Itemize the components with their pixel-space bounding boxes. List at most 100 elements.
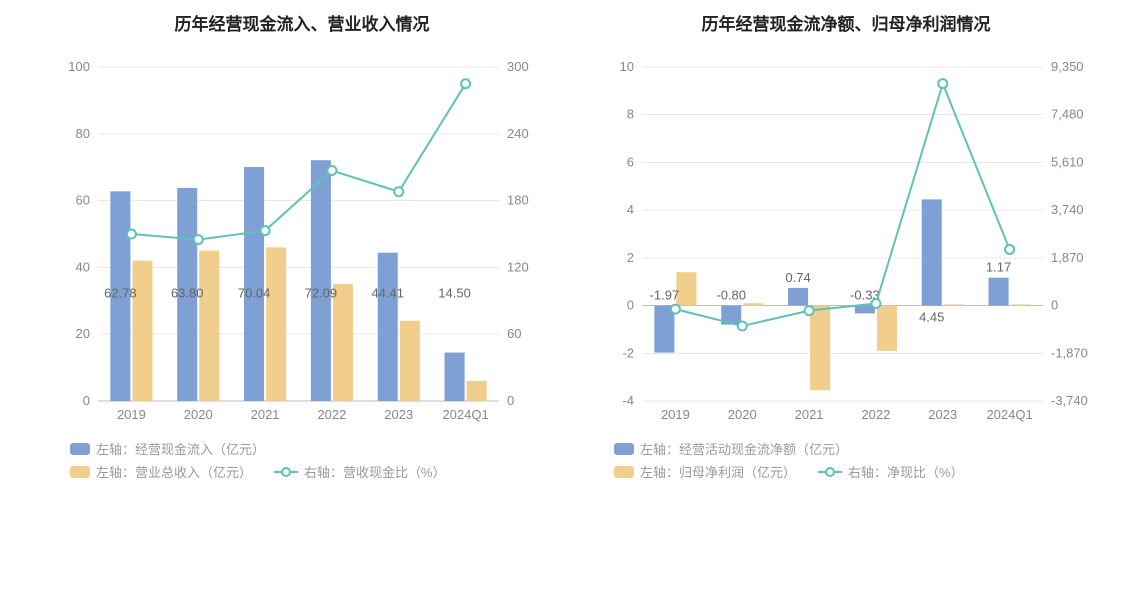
bar-label: 0.74 [785, 270, 810, 285]
bar-series1 [244, 167, 264, 401]
legend-text: 左轴：经营现金流入（亿元） [96, 439, 265, 458]
legend-item: 右轴：净现比（%） [818, 462, 964, 481]
xtick: 2024Q1 [442, 407, 488, 422]
ytick-left: 100 [68, 59, 90, 74]
ytick-left: 6 [627, 154, 634, 169]
legend-swatch-line [274, 466, 298, 478]
bar-label: -1.97 [650, 288, 680, 303]
bar-label: 4.45 [919, 310, 944, 325]
ytick-right: 3,740 [1051, 202, 1084, 217]
xtick: 2022 [861, 407, 890, 422]
line-marker [938, 79, 947, 88]
bar-series1 [311, 160, 331, 401]
ytick-right: 0 [507, 393, 514, 408]
bar-series1 [989, 278, 1009, 306]
xtick: 2021 [795, 407, 824, 422]
bar-series2 [199, 251, 219, 401]
bar-series2 [1011, 304, 1031, 305]
xtick: 2021 [251, 407, 280, 422]
ytick-right: 1,870 [1051, 250, 1084, 265]
ytick-left: 0 [83, 393, 90, 408]
ytick-left: -2 [622, 345, 634, 360]
line-marker [461, 79, 470, 88]
legend-swatch-bar [70, 466, 90, 478]
xtick: 2020 [728, 407, 757, 422]
bar-series2 [676, 272, 696, 305]
legend-text: 右轴：营收现金比（%） [304, 462, 446, 481]
legend-item: 左轴：营业总收入（亿元） [70, 462, 252, 481]
xtick: 2024Q1 [986, 407, 1032, 422]
xtick: 2020 [184, 407, 213, 422]
legend-swatch-bar [614, 466, 634, 478]
ytick-left: 60 [76, 193, 90, 208]
bar-label: 62.78 [104, 285, 137, 300]
bar-label: 63.80 [171, 285, 204, 300]
ytick-right: 9,350 [1051, 59, 1084, 74]
bar-series2 [132, 261, 152, 401]
legend-text: 左轴：归母净利润（亿元） [640, 462, 796, 481]
ytick-right: 7,480 [1051, 107, 1084, 122]
legend-swatch-line [818, 466, 842, 478]
legend-item: 左轴：经营现金流入（亿元） [70, 439, 265, 458]
bar-label: 14.50 [438, 285, 471, 300]
bar-series2 [944, 304, 964, 305]
ytick-left: 8 [627, 107, 634, 122]
line-marker [671, 305, 680, 314]
legend-text: 右轴：净现比（%） [848, 462, 964, 481]
right-plot: -4 -2 0 2 4 6 8 10 -3,740 -1,870 0 1,870 3,740 5,610 7… [594, 49, 1098, 429]
ytick-left: 2 [627, 250, 634, 265]
legend-swatch-bar [70, 443, 90, 455]
ytick-left: 20 [76, 326, 90, 341]
left-panel: 历年经营现金流入、营业收入情况 020406080100060120180240… [50, 10, 554, 570]
bar-series2 [810, 306, 830, 391]
line-marker [194, 235, 203, 244]
line-marker [127, 230, 136, 239]
ytick-left: 0 [627, 298, 634, 313]
line-marker [327, 166, 336, 175]
bar-label: 72.09 [305, 285, 338, 300]
bar-series2 [266, 247, 286, 401]
legend-text: 左轴：经营活动现金流净额（亿元） [640, 439, 848, 458]
ytick-left: 10 [620, 59, 634, 74]
bar-series1 [788, 288, 808, 306]
xtick: 2023 [384, 407, 413, 422]
right-legend: 左轴：经营活动现金流净额（亿元） 左轴：归母净利润（亿元） 右轴：净现比（%） [594, 439, 1098, 485]
legend-text: 左轴：营业总收入（亿元） [96, 462, 252, 481]
ytick-right: -1,870 [1051, 345, 1088, 360]
xtick: 2022 [317, 407, 346, 422]
ytick-left: 40 [76, 259, 90, 274]
left-legend: 左轴：经营现金流入（亿元） 左轴：营业总收入（亿元） 右轴：营收现金比（%） [50, 439, 554, 485]
xtick: 2019 [661, 407, 690, 422]
right-chart-title: 历年经营现金流净额、归母净利润情况 [594, 10, 1098, 35]
right-panel: 历年经营现金流净额、归母净利润情况 -4 -2 0 2 4 6 8 10 -3,740 -1,87… [594, 10, 1098, 570]
bar-label: 70.04 [238, 285, 271, 300]
bar-label: 1.17 [986, 260, 1011, 275]
line-marker [871, 299, 880, 308]
ytick-left: 80 [76, 126, 90, 141]
line-marker [805, 306, 814, 315]
line-marker [394, 187, 403, 196]
ytick-right: 120 [507, 259, 529, 274]
left-chart-title: 历年经营现金流入、营业收入情况 [50, 10, 554, 35]
ytick-right: 0 [1051, 298, 1058, 313]
bar-series2 [743, 303, 763, 305]
bar-series1 [445, 353, 465, 401]
line-marker [1005, 245, 1014, 254]
xtick: 2023 [928, 407, 957, 422]
bar-series2 [333, 284, 353, 401]
bar-series2 [400, 321, 420, 401]
ytick-left: -4 [622, 393, 634, 408]
bar-series2 [467, 381, 487, 401]
bar-series2 [877, 306, 897, 351]
legend-item: 左轴：归母净利润（亿元） [614, 462, 796, 481]
ytick-left: 4 [627, 202, 634, 217]
ytick-right: 5,610 [1051, 154, 1084, 169]
bar-series1 [922, 199, 942, 305]
line-marker [738, 321, 747, 330]
bar-label: 44.41 [371, 285, 404, 300]
left-plot: 02040608010006012018024030062.78201963.8… [50, 49, 554, 429]
ytick-right: 60 [507, 326, 521, 341]
line-marker [261, 226, 270, 235]
ytick-right: -3,740 [1051, 393, 1088, 408]
ytick-right: 180 [507, 193, 529, 208]
